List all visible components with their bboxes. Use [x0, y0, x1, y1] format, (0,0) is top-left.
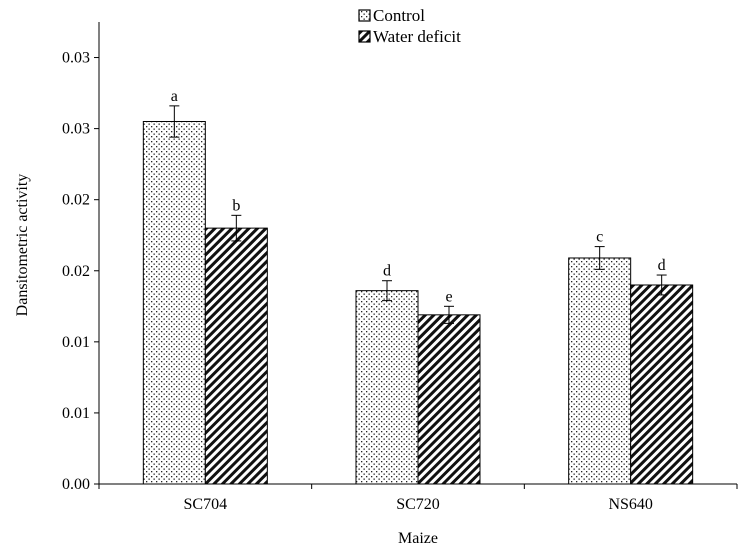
- bar-diagonal-hatch: [630, 284, 694, 485]
- bar-dots: [568, 257, 632, 485]
- bar-dots: [142, 121, 206, 485]
- significance-label: a: [171, 88, 178, 105]
- legend-swatch-dots: [358, 9, 371, 22]
- y-tick-label: 0.01: [62, 334, 90, 351]
- significance-label: d: [383, 263, 391, 280]
- significance-label: c: [596, 229, 603, 246]
- significance-label: e: [445, 288, 452, 305]
- x-tick-label: SC704: [184, 496, 228, 513]
- bar-dots: [355, 290, 419, 485]
- legend: Control Water deficit: [358, 6, 461, 46]
- legend-swatch-diagonal-hatch: [358, 30, 371, 43]
- legend-label: Water deficit: [373, 27, 461, 46]
- y-tick-label: 0.00: [62, 476, 90, 493]
- y-axis-title: Dansitometric activity: [14, 174, 31, 317]
- x-tick-label: NS640: [608, 496, 652, 513]
- bar-diagonal-hatch: [204, 227, 268, 485]
- y-tick-label: 0.03: [62, 50, 90, 67]
- y-tick-label: 0.03: [62, 121, 90, 138]
- x-tick-label: SC720: [396, 496, 440, 513]
- legend-label: Control: [373, 6, 425, 25]
- significance-label: b: [232, 197, 240, 214]
- y-tick-label: 0.02: [62, 192, 90, 209]
- y-tick-label: 0.02: [62, 263, 90, 280]
- y-tick-label: 0.01: [62, 405, 90, 422]
- x-axis-title: Maize: [398, 530, 438, 547]
- bar-diagonal-hatch: [417, 314, 481, 485]
- significance-label: d: [658, 257, 666, 274]
